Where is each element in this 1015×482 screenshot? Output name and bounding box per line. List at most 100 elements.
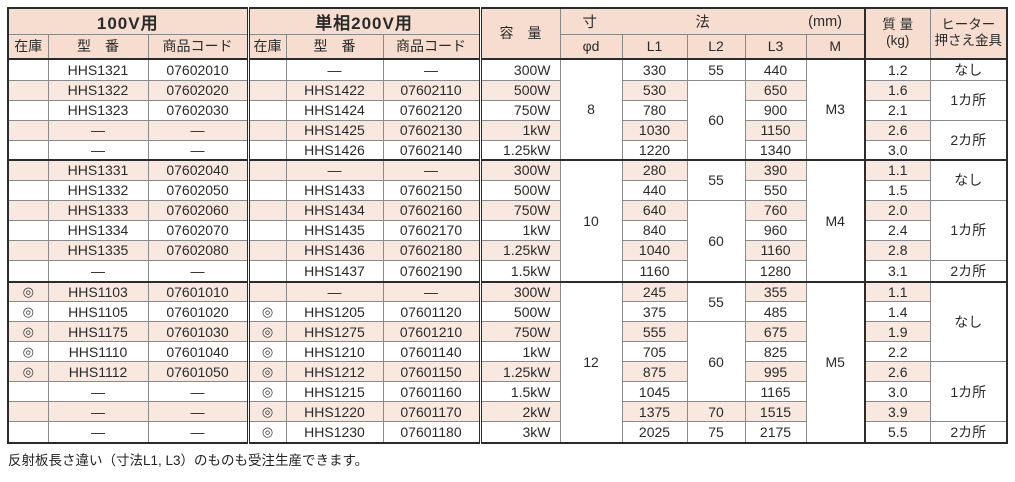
l1-cell: 1160 <box>621 259 688 282</box>
code-200v-cell: — <box>382 280 481 302</box>
mass-cell: 2.1 <box>864 99 931 121</box>
l3-cell: 900 <box>744 99 807 121</box>
capacity-cell: 1.5kW <box>478 259 561 282</box>
code-100v-cell: 07602040 <box>147 159 249 181</box>
code-100v-cell: 07602010 <box>147 57 249 81</box>
capacity-cell: 500W <box>478 301 561 322</box>
stock-100v-cell <box>7 57 49 81</box>
stock-100v-cell: ◎ <box>7 280 49 302</box>
stock-200v-cell <box>246 57 287 81</box>
stock-100v-cell: ◎ <box>7 361 49 382</box>
capacity-cell: 1kW <box>478 341 561 362</box>
table-row: ◎ HHS1112 07601050 ◎ HHS1212 07601150 1.25kW 87… <box>7 361 1008 422</box>
l1-cell: 1040 <box>621 239 688 261</box>
table-row: — — HHS1437 07602190 1.5kW 1160 1280 3.1 2カ所 <box>7 259 1008 282</box>
l2-cell: 70 <box>686 401 746 422</box>
model-200v-cell: HHS1422 <box>285 79 384 101</box>
stock-200v-cell <box>246 119 287 141</box>
footnote: 反射板長さ違い（寸法L1, L3）のものも受注生産できます。 <box>8 453 369 468</box>
code-200v-cell: 07602150 <box>382 179 481 201</box>
mass-cell: 2.4 <box>864 219 931 241</box>
model-200v-cell: HHS1433 <box>285 179 384 201</box>
l1-cell: 375 <box>621 301 688 322</box>
table-row: ◎ HHS1105 07601020 ◎ HHS1205 07601120 500W 375 4… <box>7 301 1007 322</box>
stock-100v-cell <box>7 159 49 181</box>
stock-100v-cell <box>7 199 49 221</box>
code-100v-cell: — <box>147 401 249 422</box>
model-200v-cell: HHS1424 <box>285 99 384 121</box>
l3-cell: 1165 <box>744 381 807 402</box>
model-100v-cell: HHS1321 <box>47 57 149 81</box>
table-row: HHS1321 07602010— —300W 8 330 55 440 M3 1.2 なし <box>7 57 1008 161</box>
l3-cell: 485 <box>744 301 807 322</box>
l3-cell: 760 <box>744 199 807 221</box>
model-100v-cell: HHS1175 <box>47 321 149 342</box>
l3-cell: 675 <box>744 321 807 342</box>
l2-cell: 55 <box>686 159 746 201</box>
model-200v-cell: HHS1230 <box>285 421 384 444</box>
code-200v-cell: 07601210 <box>382 321 481 342</box>
model-100v-cell: HHS1323 <box>47 99 149 121</box>
code-100v-cell: 07602070 <box>147 219 249 241</box>
code-100v-cell: — <box>147 421 249 444</box>
stock-100v-cell <box>7 179 49 201</box>
mass-cell: 3.0 <box>864 381 931 402</box>
header-heater-line2: 押さえ金具 <box>934 33 1003 49</box>
l1-cell: 330 <box>621 57 688 81</box>
code-200v-cell: 07602140 <box>382 139 481 161</box>
model-100v-cell: — <box>47 139 149 161</box>
capacity-cell: 300W <box>478 57 561 81</box>
model-100v-cell: HHS1334 <box>47 219 149 241</box>
table-row: — — ◎ HHS1220 07601170 2kW 1375 70 1515 3.9 <box>7 401 1007 422</box>
table-row: HHS1333 07602060 HHS1434 07602160 750W 640 60 7… <box>7 199 1008 282</box>
m-cell: M5 <box>805 280 866 444</box>
l3-cell: 440 <box>744 57 807 81</box>
l3-cell: 1515 <box>744 401 807 422</box>
model-100v-cell: — <box>47 401 149 422</box>
model-200v-cell: HHS1437 <box>285 259 384 282</box>
code-100v-cell: — <box>147 381 249 402</box>
mass-cell: 1.4 <box>864 301 931 322</box>
capacity-cell: 3kW <box>478 421 561 444</box>
header-heater-bracket: ヒーター 押さえ金具 <box>929 7 1008 59</box>
capacity-cell: 300W <box>478 159 561 181</box>
capacity-cell: 1.25kW <box>478 239 561 261</box>
l3-cell: 960 <box>744 219 807 241</box>
code-200v-cell: 07601150 <box>382 361 481 382</box>
code-200v-cell: — <box>382 159 481 181</box>
mass-cell: 2.6 <box>864 119 931 141</box>
stock-200v-cell: ◎ <box>246 361 287 382</box>
code-100v-cell: — <box>147 139 249 161</box>
model-100v-cell: HHS1331 <box>47 159 149 181</box>
stock-100v-cell <box>7 401 49 422</box>
l2-cell: 60 <box>686 199 746 282</box>
code-100v-cell: 07602080 <box>147 239 249 261</box>
stock-200v-cell <box>246 219 287 241</box>
mass-cell: 2.0 <box>864 199 931 221</box>
stock-200v-cell <box>246 99 287 121</box>
stock-200v-cell: ◎ <box>246 381 287 402</box>
stock-100v-cell: ◎ <box>7 301 49 322</box>
capacity-cell: 1kW <box>478 219 561 241</box>
code-200v-cell: 07601180 <box>382 421 481 444</box>
model-200v-cell: HHS1426 <box>285 139 384 161</box>
code-100v-cell: 07602030 <box>147 99 249 121</box>
stock-100v-cell <box>7 119 49 141</box>
mass-cell: 1.2 <box>864 57 931 81</box>
l3-cell: 390 <box>744 159 807 181</box>
stock-100v-cell <box>7 99 49 121</box>
table-row: — — ◎ HHS1230 07601180 3kW 2025 75 2175 5.5 2カ所 <box>7 421 1008 444</box>
model-100v-cell: HHS1112 <box>47 361 149 382</box>
code-200v-cell: 07602180 <box>382 239 481 261</box>
l1-cell: 640 <box>621 199 688 221</box>
capacity-cell: 750W <box>478 321 561 342</box>
l3-cell: 2175 <box>744 421 807 444</box>
phi-d-cell: 10 <box>559 159 623 282</box>
model-100v-cell: — <box>47 421 149 444</box>
l3-cell: 650 <box>744 79 807 101</box>
header-phi-d: φd <box>559 34 623 59</box>
model-200v-cell: HHS1215 <box>285 381 384 402</box>
capacity-cell: 1.25kW <box>478 139 561 161</box>
code-200v-cell: 07602190 <box>382 259 481 282</box>
l2-cell: 55 <box>686 57 746 81</box>
